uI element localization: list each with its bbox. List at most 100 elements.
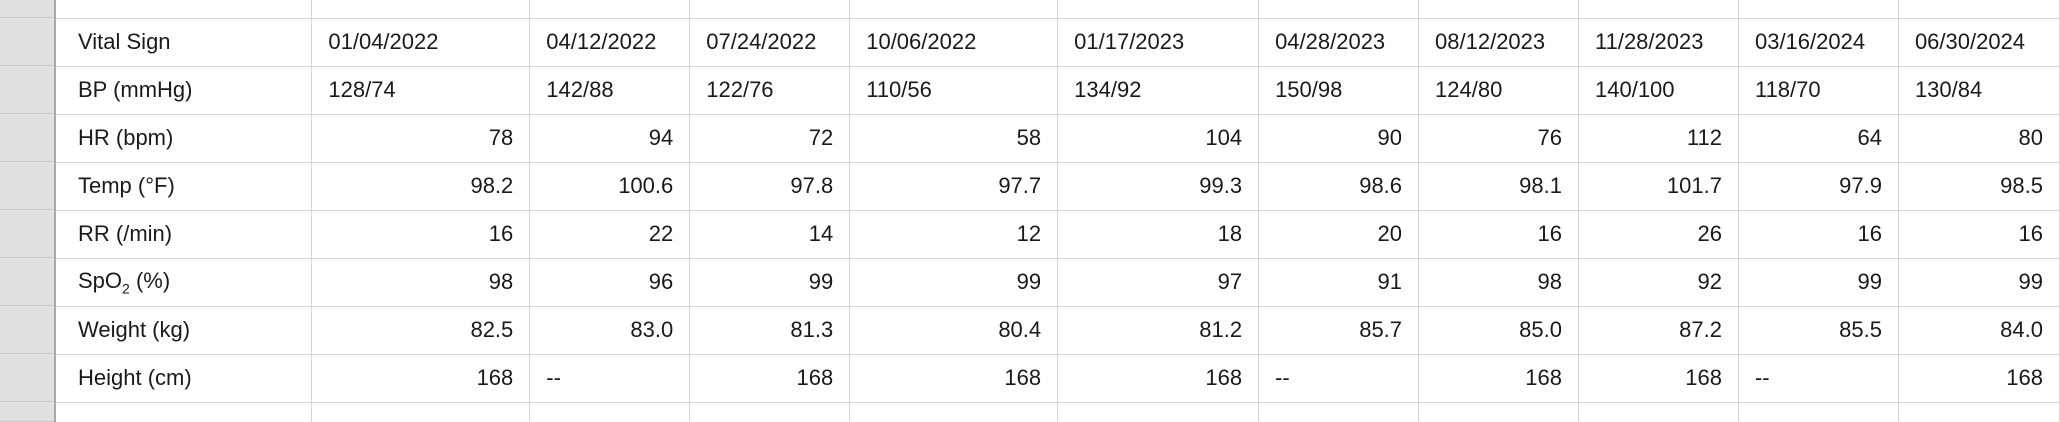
data-cell[interactable]: 83.0 [529,306,691,355]
cell[interactable] [311,402,531,422]
row-label-rr[interactable]: RR (/min) [56,210,313,259]
cell[interactable] [849,402,1059,422]
header-cell-date[interactable]: 08/12/2023 [1418,18,1579,67]
data-cell[interactable]: 168 [311,354,531,403]
data-cell[interactable]: 78 [311,114,531,163]
cell[interactable] [689,402,851,422]
data-cell[interactable]: 168 [1057,354,1260,403]
data-cell[interactable]: 58 [849,114,1059,163]
cell[interactable] [1578,0,1739,19]
cell[interactable] [1057,0,1260,19]
data-cell[interactable]: 16 [311,210,531,259]
data-cell[interactable]: 16 [1898,210,2060,259]
row-label-weight[interactable]: Weight (kg) [56,306,313,355]
cell[interactable] [1258,0,1420,19]
data-cell[interactable]: 85.0 [1418,306,1579,355]
row-header-cell[interactable] [0,66,54,114]
data-cell[interactable]: 80 [1898,114,2060,163]
data-cell[interactable]: 81.3 [689,306,851,355]
data-cell[interactable]: 112 [1578,114,1739,163]
data-cell[interactable]: 122/76 [689,66,851,115]
header-cell-date[interactable]: 11/28/2023 [1578,18,1739,67]
data-cell[interactable]: 97 [1057,258,1260,307]
data-cell[interactable]: 99 [689,258,851,307]
data-cell[interactable]: 124/80 [1418,66,1579,115]
header-cell-date[interactable]: 04/28/2023 [1258,18,1420,67]
data-cell[interactable]: 84.0 [1898,306,2060,355]
cell[interactable] [529,0,691,19]
data-cell[interactable]: 142/88 [529,66,691,115]
row-header-cell[interactable] [0,0,54,18]
data-cell[interactable]: 82.5 [311,306,531,355]
cell[interactable] [1258,402,1420,422]
data-cell[interactable]: 150/98 [1258,66,1420,115]
data-cell[interactable]: 18 [1057,210,1260,259]
cell[interactable] [529,402,691,422]
header-cell-date[interactable]: 04/12/2022 [529,18,691,67]
data-cell[interactable]: 99.3 [1057,162,1260,211]
data-cell[interactable]: 20 [1258,210,1420,259]
row-label-height[interactable]: Height (cm) [56,354,313,403]
cell[interactable] [1057,402,1260,422]
data-cell[interactable]: 87.2 [1578,306,1739,355]
data-cell[interactable]: 168 [1898,354,2060,403]
row-header-cell[interactable] [0,258,54,306]
data-cell[interactable]: 14 [689,210,851,259]
data-cell[interactable]: 104 [1057,114,1260,163]
cell[interactable] [56,0,313,19]
row-header-cell[interactable] [0,162,54,210]
data-cell[interactable]: 85.7 [1258,306,1420,355]
cell[interactable] [689,0,851,19]
data-cell[interactable]: 85.5 [1738,306,1899,355]
data-cell[interactable]: 100.6 [529,162,691,211]
header-cell-vital-sign[interactable]: Vital Sign [56,18,313,67]
cell[interactable] [1738,0,1899,19]
row-header-cell[interactable] [0,18,54,66]
header-cell-date[interactable]: 01/17/2023 [1057,18,1260,67]
row-header-cell[interactable] [0,354,54,402]
data-cell[interactable]: 98 [311,258,531,307]
data-cell[interactable]: 98.5 [1898,162,2060,211]
data-cell[interactable]: 22 [529,210,691,259]
data-cell[interactable]: 168 [849,354,1059,403]
row-header-cell[interactable] [0,402,54,422]
row-label-hr[interactable]: HR (bpm) [56,114,313,163]
data-cell[interactable]: 99 [1898,258,2060,307]
data-cell[interactable]: 92 [1578,258,1739,307]
header-cell-date[interactable]: 10/06/2022 [849,18,1059,67]
cell[interactable] [1738,402,1899,422]
row-label-bp[interactable]: BP (mmHg) [56,66,313,115]
data-cell[interactable]: 98 [1418,258,1579,307]
data-cell[interactable]: 99 [849,258,1059,307]
data-cell[interactable]: 16 [1418,210,1579,259]
data-cell[interactable]: 97.8 [689,162,851,211]
data-cell[interactable]: 12 [849,210,1059,259]
data-cell[interactable]: 26 [1578,210,1739,259]
data-cell[interactable]: 91 [1258,258,1420,307]
data-cell[interactable]: -- [1258,354,1420,403]
row-label-temp[interactable]: Temp (°F) [56,162,313,211]
header-cell-date[interactable]: 06/30/2024 [1898,18,2060,67]
cell[interactable] [1578,402,1739,422]
row-header-cell[interactable] [0,306,54,354]
data-cell[interactable]: 97.9 [1738,162,1899,211]
cell[interactable] [56,402,313,422]
data-cell[interactable]: 101.7 [1578,162,1739,211]
data-cell[interactable]: 98.6 [1258,162,1420,211]
header-cell-date[interactable]: 03/16/2024 [1738,18,1899,67]
data-cell[interactable]: 128/74 [311,66,531,115]
data-cell[interactable]: 168 [1418,354,1579,403]
data-cell[interactable]: 90 [1258,114,1420,163]
data-cell[interactable]: 98.2 [311,162,531,211]
cell[interactable] [1898,402,2060,422]
data-cell[interactable]: 64 [1738,114,1899,163]
data-cell[interactable]: 94 [529,114,691,163]
data-cell[interactable]: 72 [689,114,851,163]
data-cell[interactable]: 80.4 [849,306,1059,355]
data-cell[interactable]: 81.2 [1057,306,1260,355]
data-cell[interactable]: 99 [1738,258,1899,307]
data-cell[interactable]: 96 [529,258,691,307]
data-cell[interactable]: 110/56 [849,66,1059,115]
data-cell[interactable]: 130/84 [1898,66,2060,115]
data-cell[interactable]: 140/100 [1578,66,1739,115]
